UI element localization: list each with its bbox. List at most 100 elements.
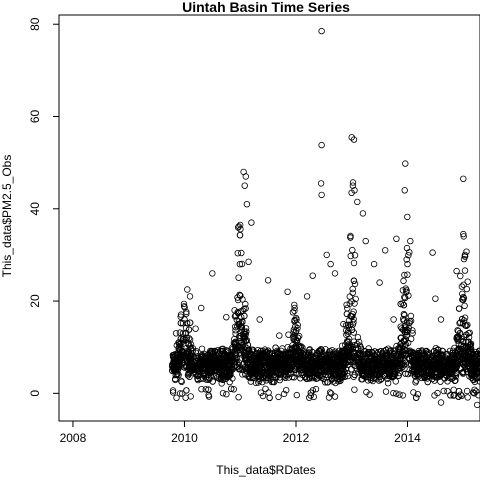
data-point xyxy=(290,335,298,342)
data-point xyxy=(310,393,317,401)
data-point xyxy=(291,345,298,353)
data-point xyxy=(185,335,193,342)
data-point xyxy=(457,391,464,398)
data-point xyxy=(446,358,453,365)
data-point xyxy=(458,392,465,399)
data-point xyxy=(437,399,445,406)
data-point xyxy=(453,353,460,361)
data-point xyxy=(183,320,191,327)
data-point xyxy=(180,303,188,310)
data-point xyxy=(407,317,415,325)
data-point xyxy=(198,345,206,352)
data-point xyxy=(169,389,177,396)
data-point xyxy=(382,388,390,395)
data-point xyxy=(336,365,343,372)
data-point xyxy=(231,341,239,348)
data-point xyxy=(390,389,397,397)
data-point xyxy=(324,379,331,386)
data-point xyxy=(179,335,187,342)
data-point xyxy=(431,377,438,384)
x-tick-label: 2008 xyxy=(60,431,87,445)
chart-title: Uintah Basin Time Series xyxy=(182,0,350,15)
data-point xyxy=(225,371,232,379)
data-point xyxy=(383,360,390,367)
data-point xyxy=(187,345,195,352)
data-point xyxy=(326,389,334,396)
data-point xyxy=(409,350,417,357)
data-point xyxy=(219,390,227,397)
data-point xyxy=(350,308,357,315)
data-point xyxy=(365,345,372,352)
data-point xyxy=(470,389,477,396)
data-point xyxy=(227,385,235,392)
data-point xyxy=(280,363,288,370)
data-point xyxy=(456,330,464,337)
data-point xyxy=(237,292,244,299)
data-point xyxy=(295,342,303,349)
data-point xyxy=(223,391,230,398)
data-point xyxy=(242,328,250,335)
data-point xyxy=(242,330,249,338)
data-point xyxy=(242,337,250,345)
data-point xyxy=(292,344,300,351)
data-point xyxy=(399,355,406,363)
data-point xyxy=(429,249,436,256)
data-point xyxy=(320,375,327,383)
data-point xyxy=(171,375,179,383)
data-point xyxy=(431,361,438,368)
data-point xyxy=(269,350,276,357)
data-point xyxy=(317,180,325,187)
data-point xyxy=(307,362,314,370)
data-point xyxy=(213,361,220,368)
data-point xyxy=(312,385,320,393)
data-point xyxy=(219,376,227,384)
data-point xyxy=(413,367,420,375)
data-point xyxy=(460,343,467,350)
data-point xyxy=(379,349,386,357)
x-tick-label: 2014 xyxy=(394,431,421,445)
data-point xyxy=(263,374,270,382)
data-point xyxy=(463,248,470,255)
data-point xyxy=(297,343,304,351)
data-point xyxy=(453,364,460,372)
data-point xyxy=(407,350,414,357)
data-point xyxy=(184,372,192,379)
data-point xyxy=(447,357,454,364)
data-point xyxy=(185,358,192,365)
data-point xyxy=(399,348,406,355)
data-point xyxy=(471,390,478,397)
data-point xyxy=(399,315,407,323)
data-point xyxy=(473,388,480,395)
data-point xyxy=(396,345,403,352)
data-point xyxy=(298,366,305,373)
data-point xyxy=(431,347,438,355)
data-point xyxy=(460,296,467,303)
data-point xyxy=(372,370,379,378)
data-point xyxy=(462,322,469,329)
data-point xyxy=(268,354,275,361)
data-point xyxy=(304,370,311,378)
data-point xyxy=(243,200,251,208)
data-point xyxy=(428,362,435,370)
data-point xyxy=(404,213,411,221)
data-point xyxy=(414,391,421,398)
data-point xyxy=(284,288,291,295)
data-point xyxy=(186,365,194,372)
data-point xyxy=(330,356,337,364)
data-point xyxy=(335,354,342,361)
data-point xyxy=(237,351,245,358)
data-point xyxy=(348,134,355,141)
data-point xyxy=(349,182,357,189)
data-point xyxy=(238,339,245,346)
data-point xyxy=(251,359,258,366)
data-point xyxy=(256,356,263,363)
data-point xyxy=(220,372,228,379)
data-point xyxy=(315,347,323,355)
data-point xyxy=(198,386,205,393)
data-point xyxy=(461,253,469,260)
data-point xyxy=(187,393,194,400)
data-point xyxy=(438,358,445,366)
data-point xyxy=(174,370,181,377)
data-point xyxy=(238,326,246,334)
data-point xyxy=(309,348,316,356)
